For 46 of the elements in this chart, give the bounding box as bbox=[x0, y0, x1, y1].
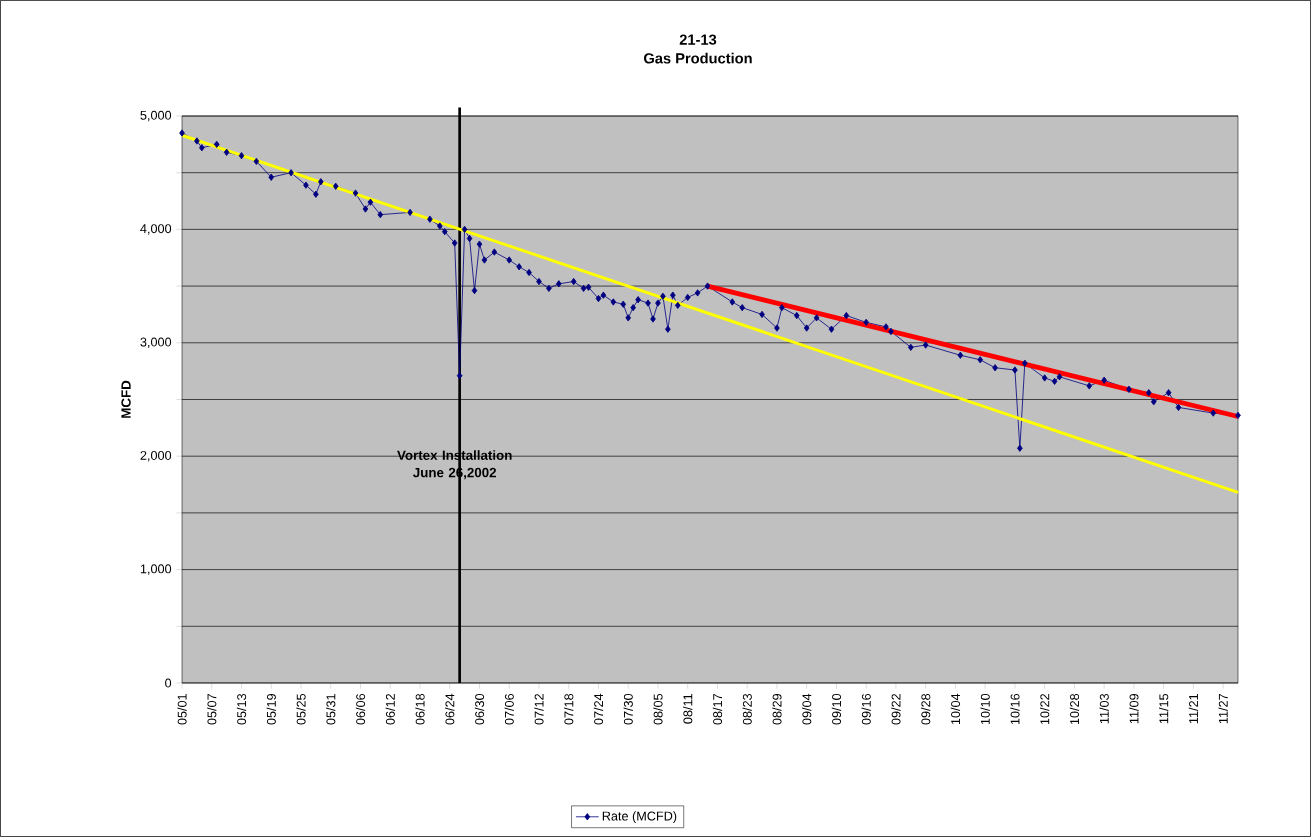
x-tick-label: 07/12 bbox=[534, 694, 544, 725]
x-tick-label: 09/28 bbox=[921, 693, 931, 725]
x-tick-label: 09/10 bbox=[831, 693, 842, 725]
x-tick-label: 09/22 bbox=[891, 694, 901, 725]
x-tick-label: 05/19 bbox=[266, 694, 276, 725]
x-tick-label: 07/18 bbox=[564, 693, 574, 725]
x-tick-label: 06/06 bbox=[355, 693, 366, 725]
x-tick-label: 10/16 bbox=[1010, 693, 1020, 725]
x-tick-label: 09/04 bbox=[802, 693, 812, 725]
x-tick-label: 05/07 bbox=[207, 694, 217, 725]
x-tick-label: 05/13 bbox=[236, 693, 247, 725]
x-tick-label: 11/27 bbox=[1218, 694, 1228, 724]
x-tick-label: 10/22 bbox=[1040, 694, 1050, 725]
x-tick-label: 06/18 bbox=[415, 693, 425, 725]
x-tick-label: 05/31 bbox=[326, 694, 336, 725]
x-tick-label: 06/24 bbox=[445, 693, 455, 725]
x-tick-label: 05/25 bbox=[296, 693, 306, 725]
x-tick-label: 08/11 bbox=[683, 694, 693, 724]
x-tick-label: 06/30 bbox=[474, 693, 485, 725]
chart-title: 21-13 bbox=[679, 34, 717, 45]
x-tick-label: 08/17 bbox=[712, 694, 723, 725]
y-axis-title: MCFD bbox=[121, 380, 131, 418]
x-tick-label: 07/30 bbox=[623, 693, 633, 725]
x-tick-label: 10/10 bbox=[980, 693, 990, 725]
x-tick-label: 07/24 bbox=[593, 693, 604, 725]
legend-label: Rate (MCFD) bbox=[602, 811, 677, 823]
x-tick-label: 10/28 bbox=[1069, 693, 1080, 725]
y-tick-label: 0 bbox=[165, 678, 172, 688]
y-tick-label: 3,000 bbox=[140, 337, 172, 349]
x-tick-label: 08/23 bbox=[742, 693, 752, 725]
x-tick-label: 08/05 bbox=[653, 693, 663, 725]
x-tick-label: 08/29 bbox=[772, 694, 782, 725]
y-tick-label: 2,000 bbox=[140, 450, 172, 462]
x-tick-label: 11/03 bbox=[1099, 693, 1109, 724]
x-tick-label: 05/01 bbox=[177, 694, 187, 725]
chart-subtitle: Gas Production bbox=[644, 52, 752, 64]
x-tick-label: 06/12 bbox=[385, 694, 395, 725]
x-tick-label: 09/16 bbox=[861, 693, 871, 725]
y-tick-label: 4,000 bbox=[140, 224, 172, 235]
x-tick-label: 11/21 bbox=[1188, 694, 1199, 724]
y-tick-label: 5,000 bbox=[140, 110, 172, 122]
x-tick-label: 11/15 bbox=[1158, 693, 1169, 724]
x-tick-label: 11/09 bbox=[1129, 693, 1139, 724]
y-tick-label: 1,000 bbox=[140, 564, 172, 575]
x-tick-label: 07/06 bbox=[504, 693, 514, 725]
x-tick-label: 10/04 bbox=[950, 693, 961, 725]
